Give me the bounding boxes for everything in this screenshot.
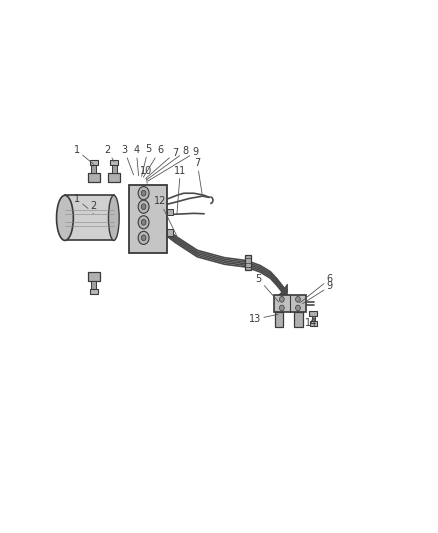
Text: 9: 9 (303, 281, 333, 304)
Text: 6: 6 (143, 145, 163, 177)
Text: 9: 9 (148, 147, 199, 181)
Bar (309, 311, 318, 317)
Circle shape (138, 216, 149, 229)
Text: 11: 11 (174, 166, 187, 214)
Circle shape (296, 305, 300, 311)
Circle shape (141, 190, 146, 196)
Bar (90, 160, 98, 165)
Circle shape (138, 187, 149, 200)
Bar (92, 165, 96, 173)
Text: 1: 1 (74, 145, 94, 165)
Bar (90, 289, 98, 294)
Bar (167, 229, 173, 236)
Text: 1: 1 (74, 195, 88, 208)
Text: 2: 2 (104, 145, 114, 161)
Text: 3: 3 (121, 145, 134, 175)
Text: 4: 4 (133, 145, 139, 175)
Bar (274, 295, 306, 312)
Text: 6: 6 (300, 274, 333, 303)
Text: 8: 8 (147, 147, 188, 180)
Text: 13: 13 (249, 314, 278, 324)
Circle shape (279, 305, 284, 311)
Bar (92, 281, 96, 289)
Circle shape (138, 200, 149, 213)
Bar (110, 160, 118, 165)
Bar (167, 209, 173, 215)
Bar (275, 312, 283, 327)
Circle shape (141, 204, 146, 209)
Circle shape (141, 220, 146, 225)
Circle shape (138, 231, 149, 245)
Text: 5: 5 (255, 274, 279, 302)
Text: 2: 2 (91, 200, 97, 214)
Circle shape (296, 296, 300, 302)
Bar (310, 321, 317, 326)
Bar (65, 195, 114, 240)
Text: 7: 7 (146, 148, 178, 179)
Text: 10: 10 (140, 166, 152, 183)
Bar (245, 255, 251, 270)
Text: 7: 7 (194, 158, 202, 196)
Text: 5: 5 (141, 144, 151, 176)
Bar (88, 272, 100, 281)
Bar (112, 165, 117, 173)
Circle shape (141, 235, 146, 241)
Circle shape (279, 296, 284, 302)
Bar (312, 317, 315, 321)
Text: 12: 12 (154, 197, 177, 236)
Bar (130, 185, 167, 253)
Ellipse shape (57, 195, 73, 240)
Bar (88, 173, 100, 182)
Bar (294, 312, 303, 327)
Text: 14: 14 (305, 317, 317, 327)
Ellipse shape (109, 195, 119, 240)
Bar (108, 173, 120, 182)
